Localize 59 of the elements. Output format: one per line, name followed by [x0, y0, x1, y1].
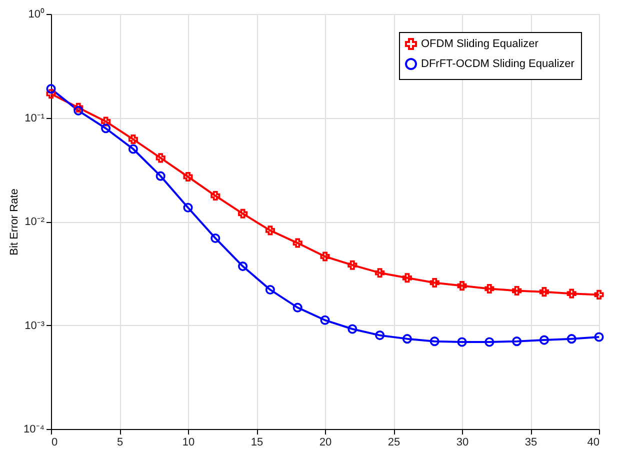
point — [46, 84, 56, 94]
point — [430, 278, 440, 288]
point — [457, 281, 467, 291]
x-tick-label: 35 — [524, 436, 538, 448]
point — [292, 238, 302, 248]
point — [320, 252, 330, 262]
legend-label: DFrFT-OCDM Sliding Equalizer — [421, 58, 575, 70]
point — [292, 302, 302, 312]
point — [594, 332, 604, 342]
point — [402, 334, 412, 344]
y-tick-label: 10⁻² — [24, 216, 45, 228]
point — [128, 134, 138, 144]
point — [265, 284, 275, 294]
point — [183, 172, 193, 182]
point — [101, 124, 111, 134]
point — [566, 334, 576, 344]
y-tick-label: 10⁰ — [28, 8, 44, 20]
x-tick-label: 0 — [52, 436, 58, 448]
point — [320, 315, 330, 325]
point — [512, 336, 522, 346]
point — [348, 260, 358, 270]
point — [265, 226, 275, 236]
point — [128, 144, 138, 154]
point — [512, 286, 522, 296]
y-tick-label: 10⁻¹ — [24, 112, 45, 124]
legend-label: OFDM Sliding Equalizer — [421, 38, 539, 50]
point — [74, 106, 84, 116]
x-tick-label: 20 — [319, 436, 332, 448]
point — [101, 116, 111, 126]
point — [183, 202, 193, 212]
point — [46, 89, 56, 99]
point — [457, 337, 467, 347]
point — [210, 191, 220, 201]
x-tick-label: 40 — [587, 436, 600, 448]
point — [484, 337, 494, 347]
x-tick-label: 25 — [388, 436, 400, 448]
point — [74, 102, 84, 112]
point — [539, 287, 549, 297]
point — [156, 153, 166, 163]
point — [402, 273, 412, 283]
y-axis-title: Bit Error Rate — [8, 188, 21, 256]
point — [539, 335, 549, 345]
point — [566, 288, 576, 298]
point — [430, 336, 440, 346]
y-tick-label: 10⁻⁴ — [24, 424, 45, 436]
x-tick-label: 30 — [456, 436, 469, 448]
x-tick-label: 5 — [116, 436, 124, 448]
point — [210, 233, 220, 243]
point — [238, 262, 248, 272]
point — [594, 290, 604, 300]
x-tick-label: 10 — [182, 436, 195, 448]
point — [375, 330, 385, 340]
point — [238, 208, 248, 218]
point — [484, 284, 494, 294]
point — [156, 171, 166, 181]
y-tick-label: 10⁻³ — [24, 320, 45, 332]
point — [348, 324, 358, 334]
x-tick-label: 15 — [250, 436, 264, 448]
point — [375, 268, 385, 278]
